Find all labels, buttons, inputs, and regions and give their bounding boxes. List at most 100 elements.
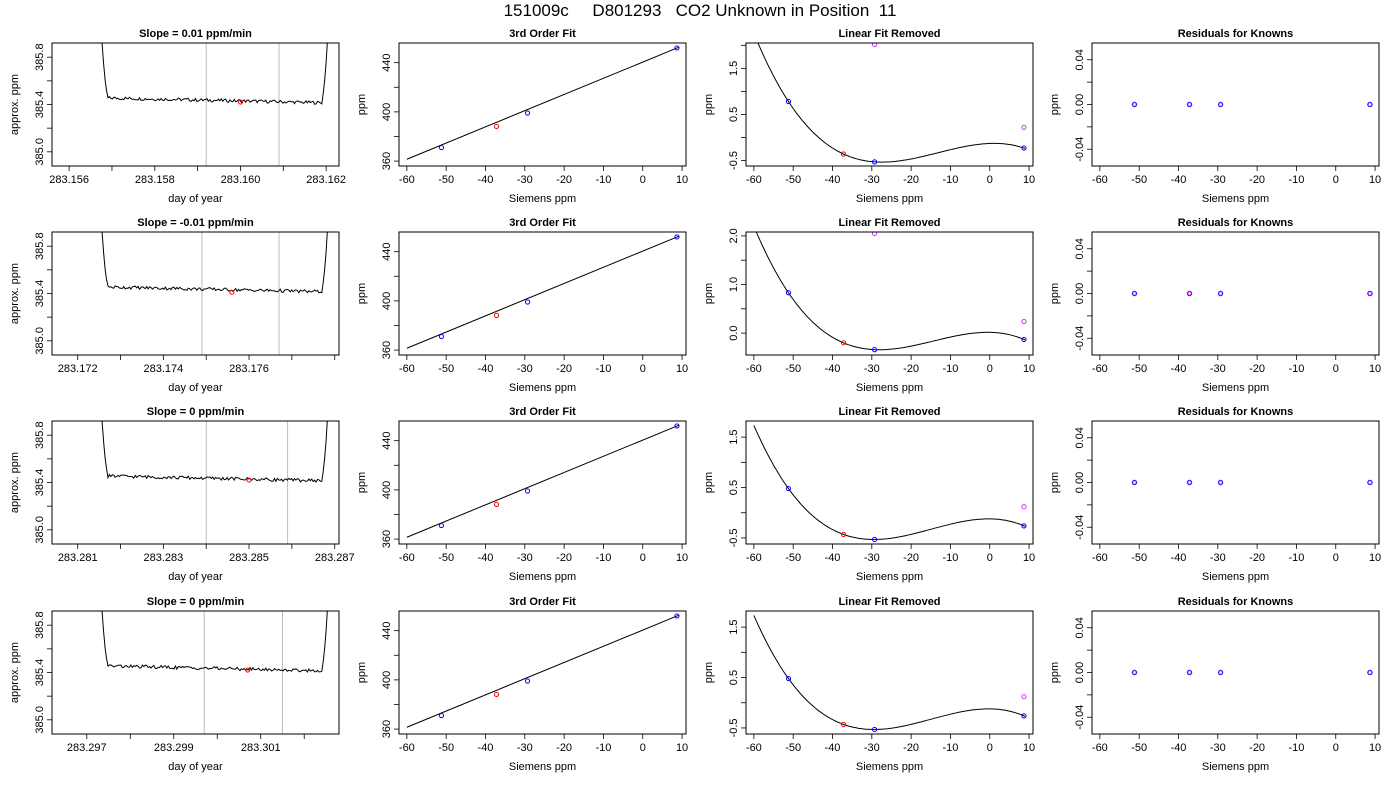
x-tick-label: -30 [864, 552, 880, 564]
y-tick-label: -0.5 [728, 528, 740, 547]
data-point [674, 423, 680, 429]
x-tick-label: -60 [1092, 742, 1108, 754]
panel: Residuals for Knowns -60 -50 -40 -30 -20 -10 0 1… [1049, 406, 1381, 583]
panel-title: Linear Fit Removed [838, 406, 940, 418]
x-tick-label: 0 [640, 174, 646, 186]
y-axis-label: approx. ppm [9, 452, 21, 513]
y-tick-label: 400 [381, 103, 393, 121]
x-tick-label: 0 [1333, 552, 1339, 564]
y-axis-label: ppm [703, 472, 715, 493]
y-tick-label: 0.00 [1074, 472, 1086, 493]
y-axis-label: ppm [356, 662, 368, 683]
x-axis-label: Siemens ppm [1202, 571, 1269, 583]
x-tick-label: 283.297 [67, 742, 107, 754]
x-tick-label: -60 [399, 552, 415, 564]
data-point-overlay [1132, 102, 1137, 107]
data-point-overlay [1132, 291, 1137, 296]
data-point [438, 712, 445, 719]
y-tick-label: 2.0 [728, 228, 740, 243]
plot-area [101, 43, 328, 166]
panel: Residuals for Knowns -60 -50 -40 -30 -20 -10 0 1… [1049, 217, 1381, 394]
x-tick-label: 283.285 [229, 552, 269, 564]
x-axis-label: Siemens ppm [856, 571, 923, 583]
x-tick-label: -20 [903, 363, 919, 375]
x-tick-label: 0 [640, 742, 646, 754]
y-tick-label: 385.0 [34, 327, 46, 355]
data-point-overlay [1367, 670, 1372, 675]
y-tick-label: 440 [381, 432, 393, 450]
x-tick-label: -60 [746, 363, 762, 375]
x-tick-label: -40 [825, 552, 841, 564]
x-tick-label: -30 [864, 363, 880, 375]
x-tick-label: 10 [1023, 742, 1035, 754]
x-axis-label: Siemens ppm [509, 571, 576, 583]
x-tick-label: 10 [676, 552, 688, 564]
data-point-overlay [1367, 102, 1372, 107]
y-tick-label: 0.5 [728, 670, 740, 685]
x-tick-label: 283.160 [221, 174, 261, 186]
data-point [871, 536, 878, 543]
x-tick-label: 0 [640, 363, 646, 375]
panel-title: Residuals for Knowns [1178, 28, 1294, 40]
x-axis-label: day of year [168, 761, 223, 773]
plot-area [1131, 669, 1373, 676]
x-tick-label: 283.283 [143, 552, 183, 564]
panel: 3rd Order Fit -60 -50 -40 -30 -20 -10 0 10 360 400… [356, 406, 688, 583]
y-axis-label: ppm [356, 283, 368, 304]
y-tick-label: 0.5 [728, 480, 740, 495]
x-tick-label: 10 [676, 742, 688, 754]
data-point [1021, 124, 1027, 130]
x-tick-label: 0 [640, 552, 646, 564]
data-point [785, 675, 792, 682]
x-tick-label: -10 [942, 174, 958, 186]
x-tick-label: 10 [1023, 363, 1035, 375]
data-point [674, 613, 680, 619]
x-tick-label: -10 [595, 742, 611, 754]
x-tick-label: -40 [1171, 742, 1187, 754]
x-tick-label: -10 [595, 174, 611, 186]
plot-frame [745, 42, 1034, 167]
x-tick-label: -50 [1131, 363, 1147, 375]
data-point [1021, 318, 1027, 325]
plot-frame [51, 610, 340, 735]
data-point [785, 98, 792, 105]
x-tick-label: -30 [1210, 174, 1226, 186]
x-tick-label: -10 [1288, 742, 1304, 754]
x-tick-label: 283.281 [58, 552, 98, 564]
y-tick-label: 385.0 [34, 138, 46, 166]
y-axis-label: ppm [1049, 662, 1061, 683]
panel-title: Residuals for Knowns [1178, 596, 1294, 608]
y-tick-label: 385.8 [34, 421, 46, 449]
x-tick-label: 10 [1369, 742, 1381, 754]
x-tick-label: -30 [864, 742, 880, 754]
y-tick-label: -0.04 [1074, 137, 1086, 162]
data-point [1021, 336, 1027, 343]
plot-frame [398, 610, 687, 735]
data-point [871, 726, 878, 733]
plot-frame [398, 231, 687, 356]
x-tick-label: -50 [438, 174, 454, 186]
x-tick-label: -20 [903, 552, 919, 564]
data-point [438, 144, 445, 151]
data-point [674, 234, 680, 240]
data-point [1217, 290, 1224, 297]
x-tick-label: -60 [399, 363, 415, 375]
plot-area [101, 232, 328, 355]
x-tick-label: -60 [399, 742, 415, 754]
data-point [524, 110, 531, 116]
data-point [1021, 504, 1027, 510]
y-tick-label: 440 [381, 243, 393, 261]
x-tick-label: -20 [556, 174, 572, 186]
x-tick-label: 10 [1023, 174, 1035, 186]
x-tick-label: -50 [785, 552, 801, 564]
data-point-overlay [1132, 480, 1137, 485]
x-tick-label: -60 [746, 552, 762, 564]
x-tick-label: -50 [1131, 742, 1147, 754]
x-tick-label: 283.172 [58, 363, 98, 375]
plot-area [1131, 479, 1373, 486]
analyzer-trace [101, 611, 328, 673]
data-point [871, 347, 878, 353]
x-tick-label: -30 [517, 552, 533, 564]
data-point [1186, 479, 1193, 486]
data-point [1217, 101, 1224, 108]
